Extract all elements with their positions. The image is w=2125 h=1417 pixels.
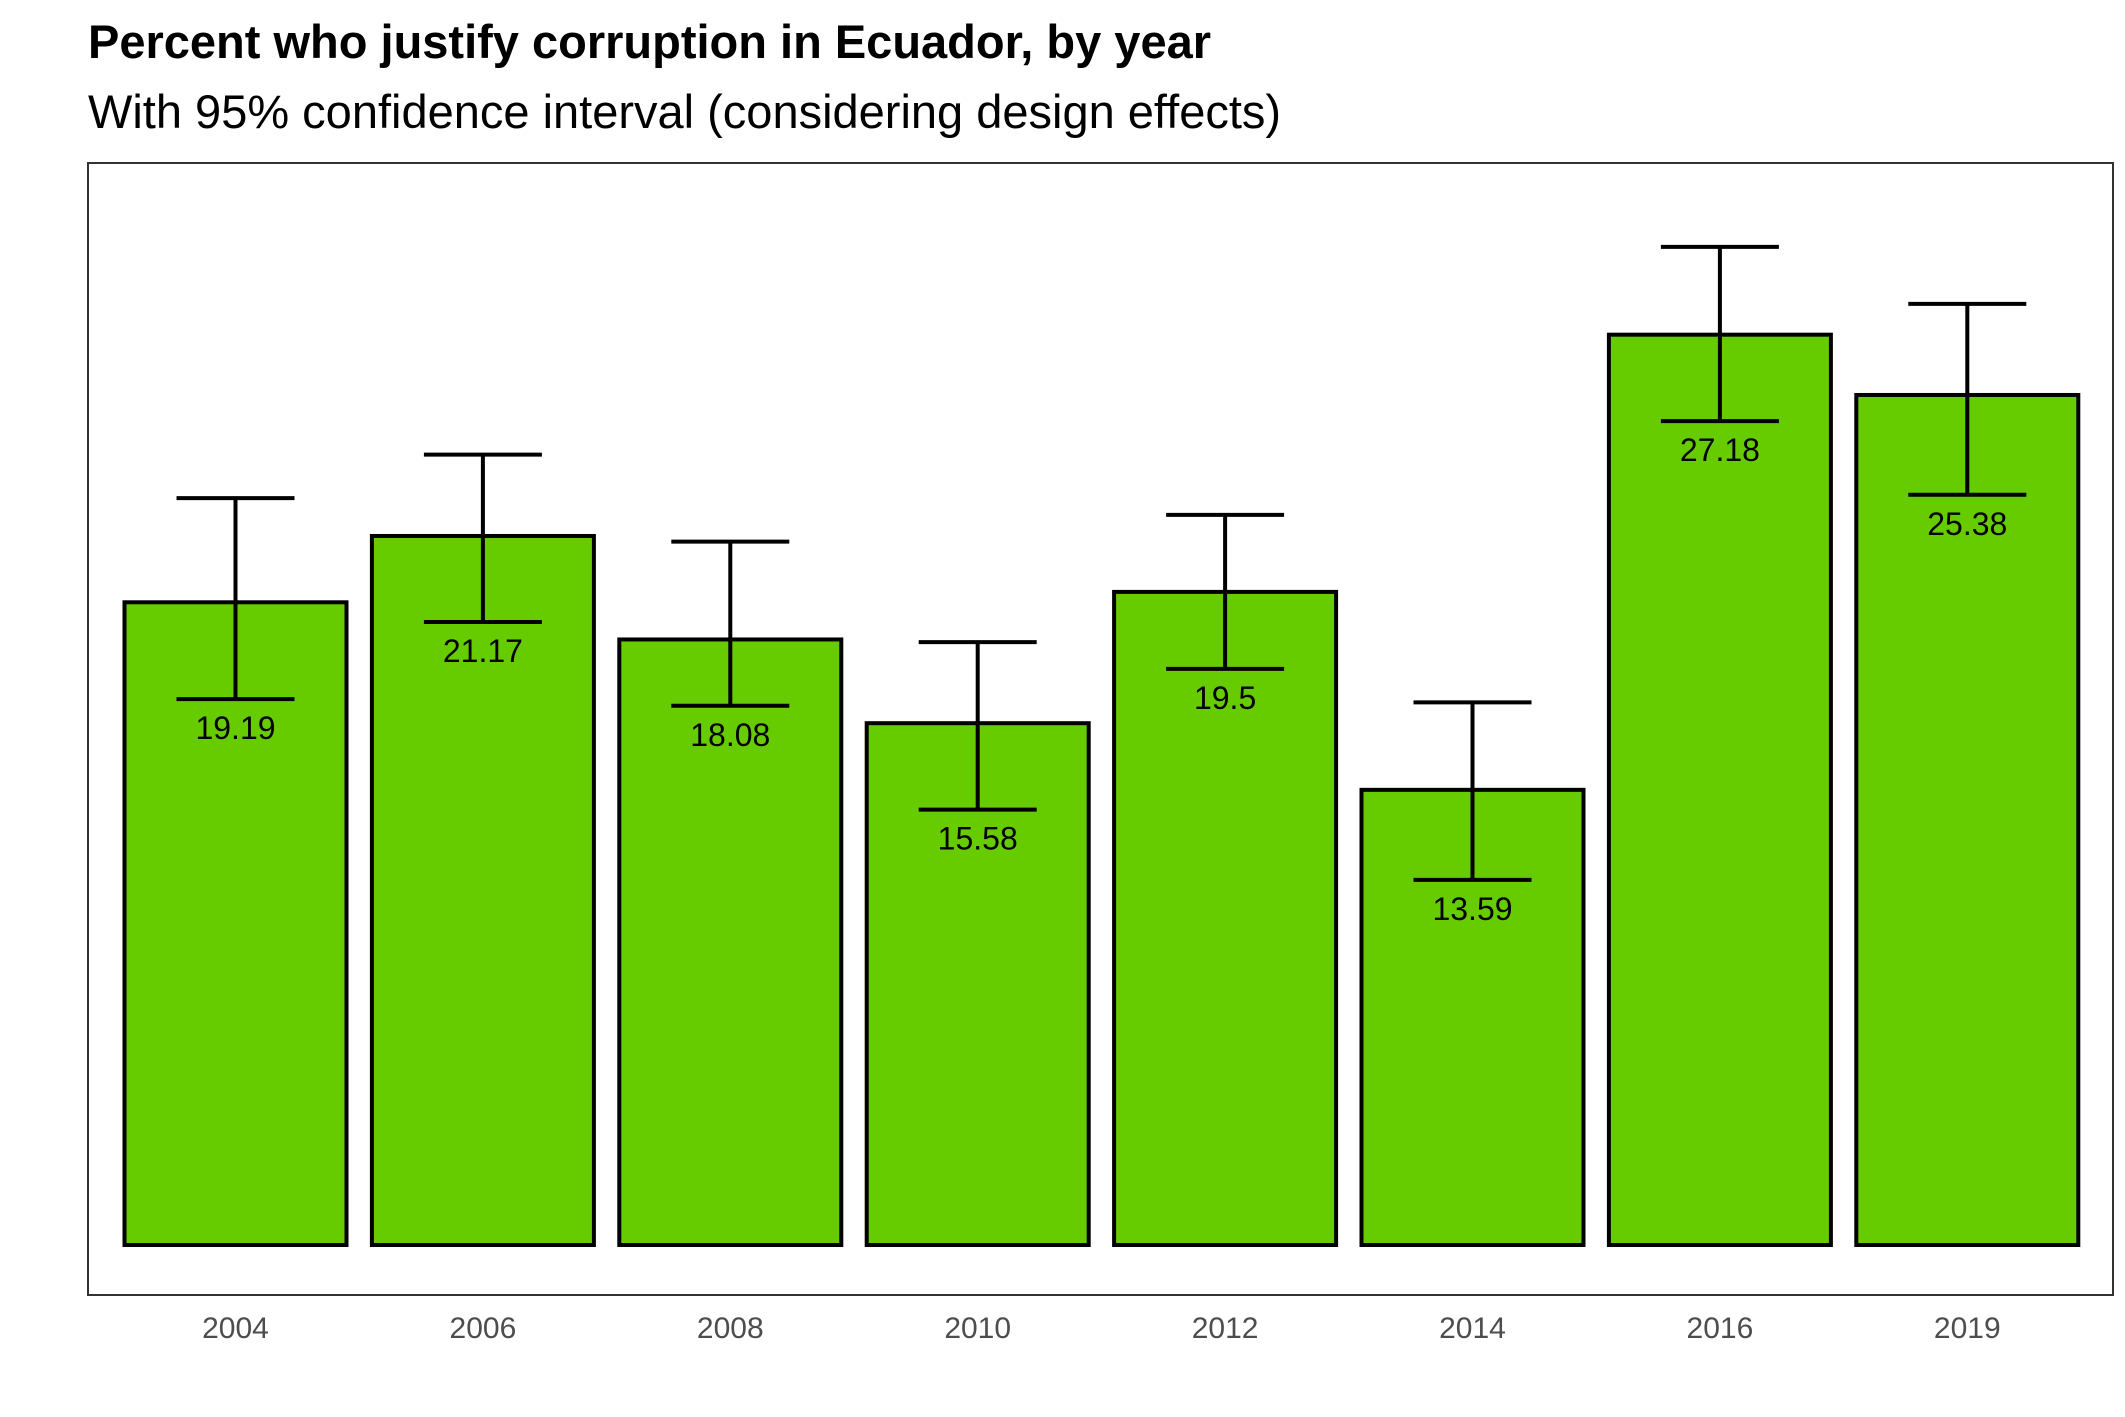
error-bar-2019 [1908,301,2027,497]
bars-layer [122,332,2081,1247]
bar-2019 [1854,392,2081,1247]
x-tick-labels-layer: 2004 2006 2008 2010 2012 2014 2016 2019 [202,1312,2001,1345]
bar-2012 [1112,589,1339,1247]
error-bar-2016 [1660,244,1779,424]
x-tick-label-2019: 2019 [1934,1312,2001,1345]
x-tick-label-2014: 2014 [1439,1312,1506,1345]
chart-title: Percent who justify corruption in Ecuado… [88,15,1212,68]
bar-2006 [369,533,596,1247]
data-label-2016: 27.18 [1680,432,1760,468]
error-bar-2004 [176,496,295,702]
error-bars-layer [176,244,2027,882]
bar-2008 [617,637,844,1247]
data-label-2019: 25.38 [1927,506,2007,542]
error-bar-2012 [1166,512,1285,671]
plot-panel-border [87,162,2114,1296]
data-label-2004: 19.19 [195,710,275,746]
bar-2016 [1606,332,1833,1247]
data-label-2010: 15.58 [938,821,1018,857]
error-bar-2008 [671,539,790,708]
error-bar-2010 [918,640,1037,812]
x-tick-label-2006: 2006 [450,1312,517,1345]
chart-subtitle: With 95% confidence interval (considerin… [88,85,1282,138]
error-bar-2014 [1413,700,1532,882]
data-label-2006: 21.17 [443,633,523,669]
data-label-2008: 18.08 [690,717,770,753]
x-tick-label-2008: 2008 [697,1312,764,1345]
error-bar-2006 [423,452,542,625]
x-tick-label-2012: 2012 [1192,1312,1259,1345]
data-label-2014: 13.59 [1432,891,1512,927]
data-label-2012: 19.5 [1194,680,1256,716]
x-tick-label-2016: 2016 [1687,1312,1754,1345]
x-tick-label-2004: 2004 [202,1312,269,1345]
x-tick-label-2010: 2010 [944,1312,1011,1345]
data-labels-layer: 19.19 21.17 18.08 15.58 19.5 13.59 27.18 25.38 [195,432,2007,927]
